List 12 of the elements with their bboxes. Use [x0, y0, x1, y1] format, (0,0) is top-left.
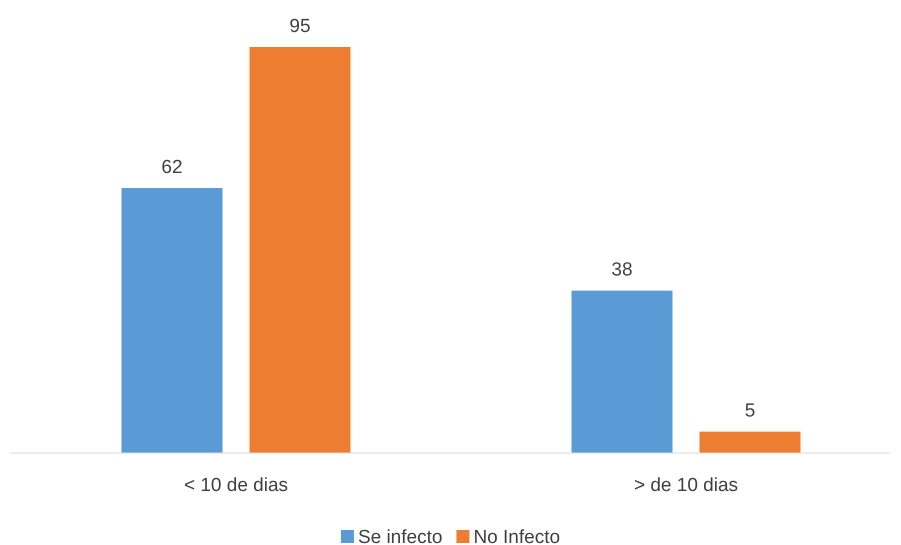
- legend-label: No Infecto: [473, 527, 560, 545]
- bar: [572, 290, 672, 453]
- bar: [122, 188, 222, 453]
- data-label: 95: [289, 16, 311, 37]
- legend-label: Se infecto: [358, 527, 442, 545]
- data-label: 62: [161, 157, 183, 178]
- x-tick-label: > de 10 dias: [634, 475, 738, 496]
- x-tick-label: < 10 de dias: [184, 475, 288, 496]
- bar: [250, 47, 350, 453]
- data-label: 5: [744, 400, 756, 422]
- data-label: 38: [611, 260, 633, 281]
- bar: [700, 432, 800, 453]
